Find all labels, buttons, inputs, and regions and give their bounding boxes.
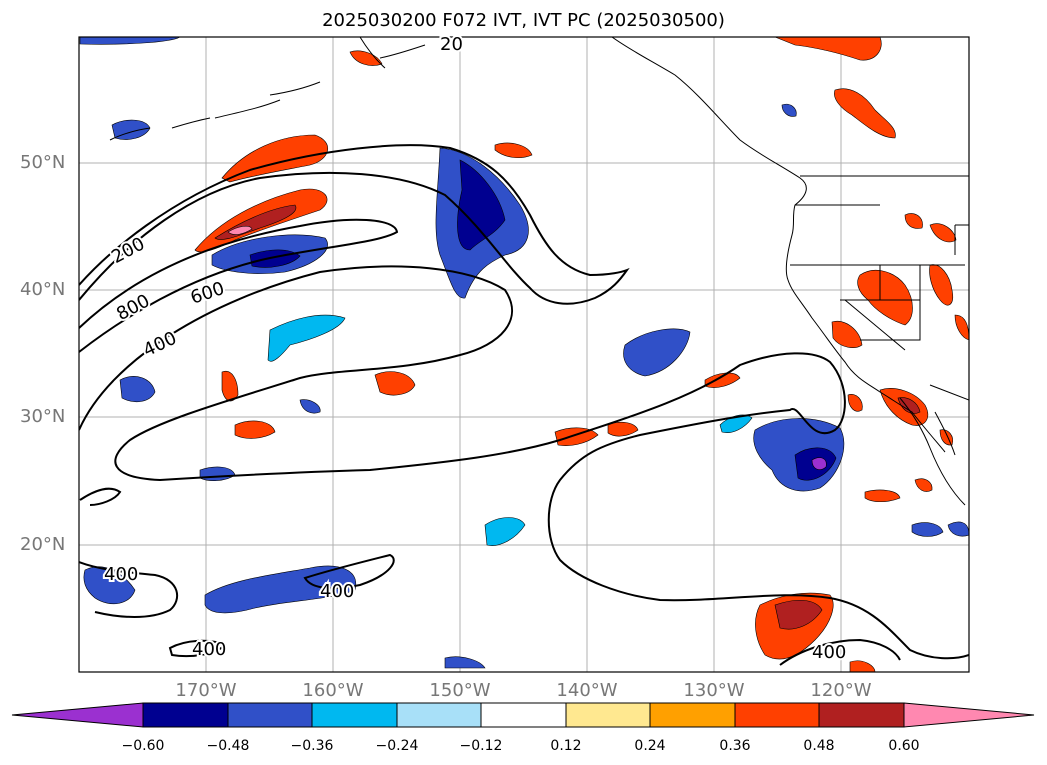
neg-blob-11	[199, 466, 236, 481]
contour-400-south	[303, 553, 395, 590]
pos-blob-20	[774, 37, 882, 61]
colorbar-bin	[565, 702, 651, 728]
pos-blob-24	[939, 429, 953, 446]
contour-label: 400	[192, 639, 226, 660]
colorbar-tick: −0.60	[121, 738, 165, 754]
colorbar-bin	[818, 702, 905, 728]
pos-blob-21	[349, 50, 383, 66]
lon-label-130w: 130°W	[683, 680, 745, 701]
contour-200	[79, 144, 630, 305]
pos-blob-17	[904, 213, 923, 229]
us-borders	[790, 175, 969, 401]
contour-400-sw	[79, 561, 179, 618]
neg-blob-13	[484, 517, 526, 546]
pos-blob-10	[554, 427, 599, 446]
contour-label: 400	[812, 642, 846, 663]
neg-blob-10	[79, 37, 181, 45]
pos-blob-1-peak	[227, 225, 253, 235]
ivt-contours	[79, 144, 969, 666]
colorbar-tick: −0.12	[459, 738, 503, 754]
colorbar-tick: 0.48	[803, 738, 835, 754]
neg-blob-1-core	[457, 159, 506, 251]
pos-blob-22	[847, 394, 863, 412]
lon-label-170w: 170°W	[175, 680, 237, 701]
colorbar-bin	[396, 702, 482, 728]
contour-labels: 200 800 600 400 400 400 400 400 20	[102, 32, 848, 665]
pos-blob-4	[834, 88, 896, 139]
contour-label: 400	[320, 581, 354, 602]
contour-label: 200	[108, 233, 148, 268]
contour-400-se	[779, 638, 901, 666]
neg-blob-18	[781, 103, 797, 117]
pos-blob-14	[831, 320, 863, 348]
coastlines	[109, 37, 969, 506]
pos-blob-13	[494, 142, 533, 159]
colorbar-tick: 0.60	[888, 738, 920, 754]
colorbar-bin	[734, 702, 820, 728]
lon-label-150w: 150°W	[429, 680, 491, 701]
lon-label-160w: 160°W	[302, 680, 364, 701]
neg-blob-4	[623, 328, 691, 377]
neg-blob-6	[119, 376, 156, 403]
pos-blob-23	[954, 314, 969, 341]
neg-blob-3-peak	[811, 457, 827, 470]
pos-blob-7	[374, 371, 416, 396]
pos-blob-9	[234, 420, 276, 439]
colorbar-tick: −0.24	[375, 738, 419, 754]
colorbar-extend-high	[903, 702, 1035, 728]
map-frame	[78, 36, 970, 673]
colorbar-tick: 0.36	[719, 738, 751, 754]
gridlines	[79, 37, 969, 672]
colorbar-bin	[142, 702, 229, 728]
neg-blob-15	[911, 522, 944, 537]
neg-blob-14	[444, 656, 486, 669]
pos-blob-18	[864, 489, 901, 503]
lat-label-50n: 50°N	[20, 152, 66, 173]
negative-ivt-anomalies	[79, 37, 969, 669]
colorbar-bin	[311, 702, 398, 728]
colorbar	[11, 702, 1035, 728]
colorbar-tick: −0.36	[290, 738, 334, 754]
lat-label-20n: 20°N	[20, 534, 66, 555]
colorbar-bin	[649, 702, 736, 728]
neg-blob-16	[947, 521, 969, 537]
colorbar-bin	[227, 702, 313, 728]
bc-coast	[611, 37, 946, 453]
lon-label-140w: 140°W	[556, 680, 618, 701]
neg-blob-12	[299, 399, 321, 414]
colorbar-tick: 0.12	[550, 738, 582, 754]
pos-blob-3-core	[774, 600, 823, 630]
colorbar-tick: 0.24	[634, 738, 666, 754]
contour-label: 20	[440, 34, 463, 55]
pos-blob-5	[857, 270, 913, 326]
lon-label-120w: 120°W	[810, 680, 872, 701]
pos-blob-25	[849, 660, 876, 672]
pos-blob-19	[914, 478, 933, 492]
pos-blob-16	[929, 223, 957, 243]
pos-blob-12	[704, 372, 741, 388]
colorbar-bin	[480, 702, 567, 728]
neg-blob-8	[204, 565, 357, 614]
map-plot-area	[79, 37, 969, 672]
lat-label-40n: 40°N	[20, 279, 66, 300]
pos-blob-11	[607, 421, 639, 437]
pos-blob-15	[929, 264, 953, 306]
contour-400-small	[168, 639, 227, 658]
map-title: 2025030200 F072 IVT, IVT PC (2025030500)	[322, 10, 725, 31]
contour-600	[79, 218, 399, 353]
pos-blob-8	[221, 370, 239, 402]
baja-coast	[899, 397, 966, 506]
contour-coast	[79, 487, 122, 506]
alaska-coast	[109, 37, 426, 141]
contour-400-main	[79, 265, 969, 660]
neg-blob-5	[267, 314, 346, 362]
colorbar-tick: −0.48	[206, 738, 250, 754]
colorbar-extend-low	[11, 702, 144, 728]
contour-label: 400	[104, 564, 138, 585]
lat-label-30n: 30°N	[20, 406, 66, 427]
